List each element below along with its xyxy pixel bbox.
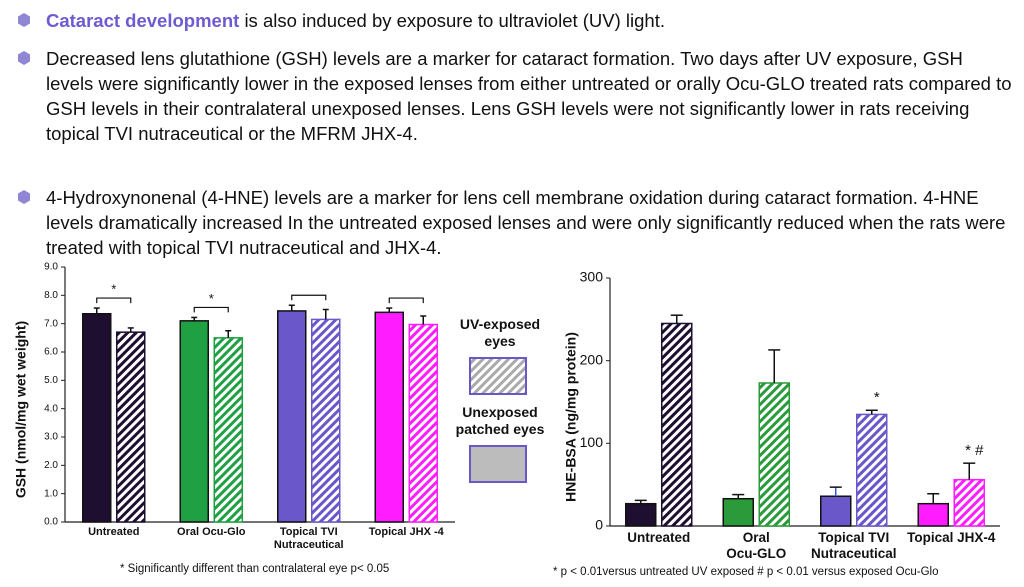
highlight: Cataract development bbox=[46, 10, 240, 31]
significance: * bbox=[111, 282, 116, 297]
x-tick-label: Topical TVI Nutraceutical bbox=[273, 526, 344, 551]
annotation: * # bbox=[965, 442, 984, 459]
bullet-text: 4-Hydroxynonenal (4-HNE) levels are a ma… bbox=[46, 187, 1006, 258]
bullet-text: is also induced by exposure to ultraviol… bbox=[244, 10, 666, 31]
y-tick-label: 9.0 bbox=[44, 262, 58, 273]
y-axis-title: GSH (nmol/mg wet weight) bbox=[13, 321, 29, 498]
bullet: 4-Hydroxynonenal (4-HNE) levels are a ma… bbox=[18, 185, 1014, 260]
x-tick-label: Oral Ocu-GLO bbox=[726, 530, 787, 561]
bullet-text: Decreased lens glutathione (GSH) levels … bbox=[46, 48, 1012, 144]
bar bbox=[82, 313, 112, 523]
y-tick-label: 4.0 bbox=[44, 403, 58, 414]
bracket bbox=[291, 294, 327, 301]
x-tick-label: Topical JHX -4 bbox=[368, 526, 444, 538]
bar bbox=[179, 320, 209, 523]
annotation: * bbox=[874, 389, 880, 406]
bar bbox=[953, 478, 985, 527]
footnote: * Significantly different than contralat… bbox=[120, 563, 389, 575]
y-tick-label: 100 bbox=[580, 434, 604, 450]
bar bbox=[856, 413, 888, 527]
footnote: * p < 0.01versus untreated UV exposed # … bbox=[553, 566, 938, 578]
bar bbox=[917, 502, 949, 527]
x-tick-label: Topical TVI Nutraceutical bbox=[810, 530, 897, 561]
y-tick-label: 7.0 bbox=[44, 318, 58, 329]
legend-label: UV-exposed eyes bbox=[459, 316, 541, 349]
x-tick-label: Topical JHX-4 bbox=[907, 530, 996, 545]
bracket bbox=[388, 297, 424, 304]
y-tick-label: 0 bbox=[595, 517, 603, 533]
bar bbox=[116, 331, 146, 523]
bar bbox=[311, 318, 341, 523]
y-axis-title: HNE-BSA (ng/mg protein) bbox=[563, 332, 579, 502]
x-tick-label: Untreated bbox=[627, 530, 691, 545]
y-tick-label: 200 bbox=[580, 351, 604, 367]
bar bbox=[408, 323, 438, 523]
bar bbox=[758, 382, 790, 527]
bar bbox=[374, 311, 404, 523]
bar bbox=[820, 495, 852, 527]
y-tick-label: 6.0 bbox=[44, 347, 58, 358]
y-tick-label: 300 bbox=[580, 269, 604, 285]
significance: * bbox=[209, 291, 214, 306]
bracket bbox=[96, 297, 132, 304]
bar bbox=[722, 497, 754, 527]
y-tick-label: 5.0 bbox=[44, 375, 58, 386]
y-tick-label: 8.0 bbox=[44, 290, 58, 301]
bullet: Decreased lens glutathione (GSH) levels … bbox=[18, 46, 1014, 146]
x-tick-label: Untreated bbox=[88, 526, 140, 538]
bar bbox=[625, 502, 657, 527]
y-tick-label: 0.0 bbox=[44, 517, 58, 528]
y-tick-label: 1.0 bbox=[44, 488, 58, 499]
y-tick-label: 2.0 bbox=[44, 460, 58, 471]
bullet: Cataract development is also induced by … bbox=[18, 8, 1014, 33]
legend-swatch bbox=[469, 445, 527, 483]
bar bbox=[213, 337, 243, 523]
x-tick-label: Oral Ocu-Glo bbox=[177, 526, 246, 538]
y-tick-label: 3.0 bbox=[44, 432, 58, 443]
legend-swatch bbox=[469, 357, 527, 395]
bracket bbox=[193, 306, 229, 313]
legend-label: Unexposed patched eyes bbox=[455, 404, 545, 437]
bar bbox=[277, 310, 307, 523]
bar bbox=[661, 322, 693, 527]
